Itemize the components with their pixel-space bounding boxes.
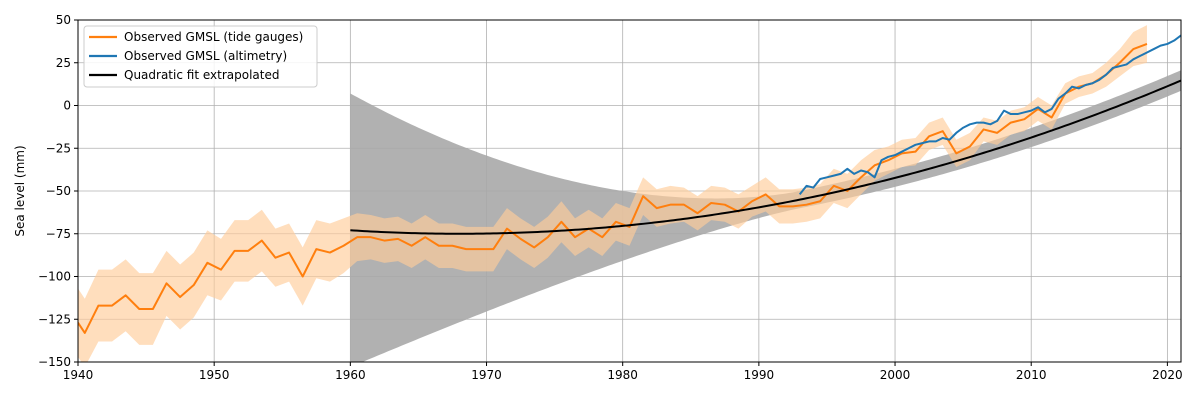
- tide-gauge-line: [78, 43, 1148, 334]
- x-tick-label-2010: 2010: [1016, 368, 1047, 382]
- legend-label-altimetry: Observed GMSL (altimetry): [124, 49, 287, 63]
- y-tick-label-25: 25: [56, 56, 71, 70]
- y-tick-label--50: −50: [46, 184, 71, 198]
- y-tick-label--75: −75: [46, 227, 71, 241]
- x-tick-label-2000: 2000: [880, 368, 911, 382]
- x-tick-label-1980: 1980: [607, 368, 638, 382]
- x-tick-label-1960: 1960: [335, 368, 366, 382]
- quadratic-fit-uncertainty-band: [350, 70, 1181, 362]
- y-tick-label-0: 0: [63, 99, 71, 113]
- y-tick-label--25: −25: [46, 141, 71, 155]
- y-axis-label: Sea level (mm): [13, 145, 27, 236]
- legend-box: [83, 25, 318, 88]
- x-tick-label-1990: 1990: [744, 368, 775, 382]
- x-tick-label-1950: 1950: [199, 368, 230, 382]
- legend-label-quadratic-fit: Quadratic fit extrapolated: [124, 68, 279, 82]
- series-layer: [78, 25, 1181, 362]
- legend: Observed GMSL (tide gauges) Observed GMS…: [83, 25, 318, 88]
- x-tick-label-1970: 1970: [471, 368, 502, 382]
- x-tick-label-1940: 1940: [63, 368, 94, 382]
- quadratic-fit-line: [350, 79, 1181, 235]
- y-tick-label--100: −100: [38, 270, 71, 284]
- y-tick-label--125: −125: [38, 312, 71, 326]
- y-tick-label-50: 50: [56, 13, 71, 27]
- altimetry-line: [798, 34, 1181, 196]
- y-axis: −150 −125 −100 −75 −50 −25 0 25 50: [38, 13, 78, 369]
- x-tick-label-2020: 2020: [1152, 368, 1183, 382]
- y-tick-label--150: −150: [38, 355, 71, 369]
- legend-label-tide-gauges: Observed GMSL (tide gauges): [124, 30, 303, 44]
- x-axis: 1940 1950 1960 1970 1980 1990 2000 2010 2020: [63, 362, 1183, 382]
